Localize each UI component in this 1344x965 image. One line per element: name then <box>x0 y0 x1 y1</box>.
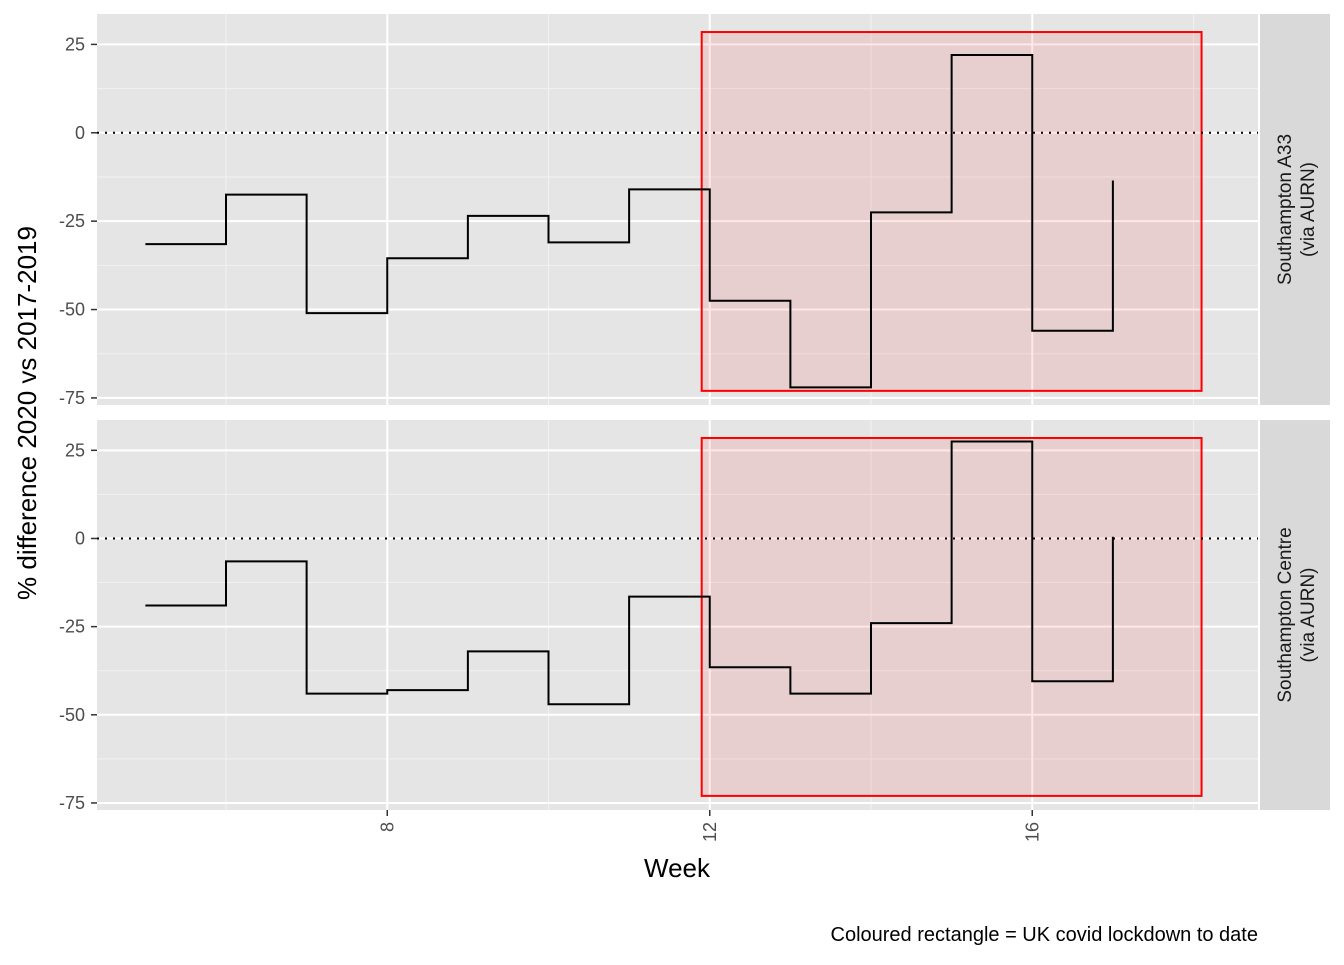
x-axis: 8 12 16 <box>377 810 1042 842</box>
x-axis-title: Week <box>644 853 711 883</box>
step-series-line <box>145 54 1114 389</box>
facet-strip-label: Southampton A33 (via AURN) <box>1275 134 1319 285</box>
facet-strip-label-line: Southampton Centre <box>1275 527 1296 702</box>
facet-strip-label-line: (via AURN) <box>1298 162 1319 257</box>
y-tick-label: 25 <box>65 440 85 460</box>
facet-strip-label-line: Southampton A33 <box>1275 134 1296 285</box>
facet-strip <box>1260 14 1330 405</box>
panel-background <box>97 420 1258 810</box>
y-axis-title: % difference 2020 vs 2017-2019 <box>12 226 42 600</box>
y-tick-label: -50 <box>59 705 85 725</box>
x-tick-label: 8 <box>377 822 397 832</box>
y-tick-label: -75 <box>59 793 85 813</box>
y-tick-label: 0 <box>75 528 85 548</box>
x-tick-label: 12 <box>700 822 720 842</box>
y-tick-label: -50 <box>59 300 85 320</box>
x-tick-label: 16 <box>1022 822 1042 842</box>
facet-strip-label: Southampton Centre (via AURN) <box>1275 527 1319 702</box>
y-tick-label: -75 <box>59 388 85 408</box>
step-series-line <box>145 440 1114 706</box>
facet-strip <box>1260 420 1330 810</box>
caption: Coloured rectangle = UK covid lockdown t… <box>831 924 1258 946</box>
y-tick-label: -25 <box>59 617 85 637</box>
y-tick-label: 25 <box>65 34 85 54</box>
panel-2: 25 0 -25 -50 -75 Southampton Centre (via AURN) <box>59 420 1330 813</box>
y-tick-label: -25 <box>59 211 85 231</box>
facet-strip-label-line: (via AURN) <box>1298 567 1319 662</box>
panel-1: 25 0 -25 -50 -75 Southampton A33 (via AURN) <box>59 14 1330 408</box>
panel-background <box>97 14 1258 405</box>
y-tick-label: 0 <box>75 123 85 143</box>
